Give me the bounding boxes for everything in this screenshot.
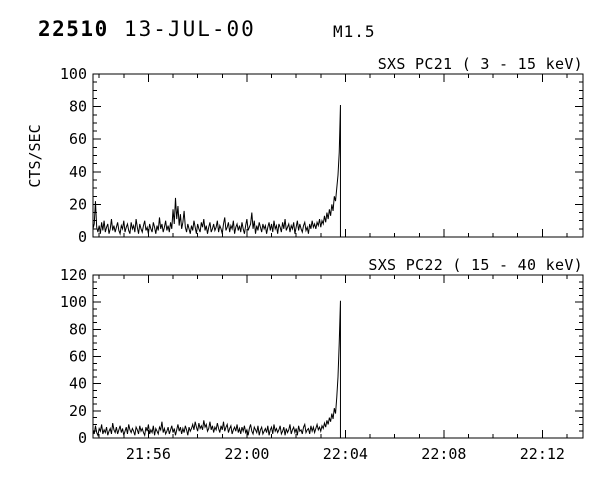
y-tick-label: 60 <box>69 348 87 366</box>
plot2-title: SXS PC22 ( 15 - 40 keV) <box>368 256 583 274</box>
y-tick-label: 40 <box>69 375 87 393</box>
y-tick-label: 120 <box>60 266 87 284</box>
plot-border <box>92 274 584 439</box>
plot1-title: SXS PC21 ( 3 - 15 keV) <box>378 55 583 73</box>
light-curve <box>92 104 341 237</box>
axes-frame <box>92 73 584 238</box>
y-tick-label: 100 <box>60 293 87 311</box>
y-tick-label: 0 <box>78 429 87 447</box>
x-tick-label: 21:56 <box>126 445 171 463</box>
y-tick-label: 20 <box>69 195 87 213</box>
date-label: 13-JUL-00 <box>124 17 256 41</box>
plot-border <box>92 73 584 238</box>
y-tick-label: 40 <box>69 163 87 181</box>
burst-number: 22510 <box>38 17 109 41</box>
x-tick-label: 22:00 <box>224 445 269 463</box>
x-tick-label: 22:12 <box>520 445 565 463</box>
x-tick-label: 22:08 <box>421 445 466 463</box>
y-tick-label: 80 <box>69 98 87 116</box>
x-tick-label: 22:04 <box>323 445 368 463</box>
plot2-panel: 0 20 40 60 80 100 120 21:56 22:00 22:04 22:08 22:12 <box>60 266 584 463</box>
y-tick-label: 20 <box>69 402 87 420</box>
flare-class-label: M1.5 <box>333 22 376 41</box>
light-curve <box>92 300 341 438</box>
y-tick-label: 100 <box>60 65 87 83</box>
y-axis-label: CTS/SEC <box>26 124 44 187</box>
plot1-panel: 0 20 40 60 80 100 <box>60 65 584 246</box>
axes-frame <box>92 274 584 439</box>
y-tick-label: 60 <box>69 130 87 148</box>
y-tick-label: 0 <box>78 228 87 246</box>
y-tick-label: 80 <box>69 320 87 338</box>
